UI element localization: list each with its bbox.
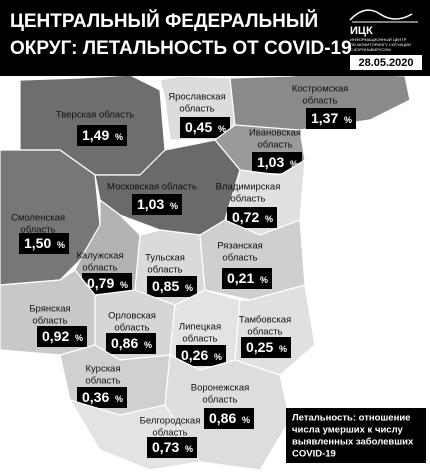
region-unit: %	[185, 444, 193, 454]
region-name: область	[114, 323, 149, 334]
region-name: Липецкая	[179, 322, 221, 333]
region-name: Тульская	[145, 253, 185, 264]
logo: ИЦК	[350, 25, 373, 37]
region-name: область	[85, 376, 120, 387]
note: COVID-19	[292, 449, 336, 460]
region-value: 1,03	[137, 196, 164, 212]
region-name: Белгородская	[140, 416, 201, 427]
title: ЦЕНТРАЛЬНЫЙ ФЕДЕРАЛЬНЫЙ	[10, 10, 318, 32]
region-unit: %	[218, 124, 226, 134]
region-name: Костромская	[292, 84, 349, 95]
region-value: 0,86	[209, 410, 236, 426]
region-name: Рязанская	[217, 241, 263, 252]
region-unit: %	[265, 214, 273, 224]
note: выявленных заболевших	[292, 437, 414, 448]
note: Летальность: отношение	[292, 413, 410, 424]
region-unit: %	[75, 333, 83, 343]
region-name: область	[302, 96, 337, 107]
region-name: Смоленская	[11, 213, 65, 224]
region-value: 0,45	[185, 119, 212, 135]
region-name: область	[147, 265, 182, 276]
note: числа умерших к числу	[292, 425, 403, 436]
value-box	[37, 326, 87, 347]
value-box	[82, 273, 132, 294]
region-name: область	[230, 194, 265, 205]
region-name: область	[20, 225, 55, 236]
region-unit: %	[290, 159, 298, 169]
region-unit: %	[115, 132, 123, 142]
region-unit: %	[214, 352, 222, 362]
value-box	[204, 408, 254, 429]
region-name: область	[82, 263, 117, 274]
region-name: Ярославская	[168, 92, 226, 103]
region-name: Московская область	[107, 182, 197, 193]
region-name: область	[32, 316, 67, 327]
value-box	[222, 268, 272, 289]
logo-icon	[349, 9, 413, 21]
region-value: 0,21	[227, 270, 254, 286]
value-box	[77, 387, 127, 408]
region-name: Воронежская	[191, 383, 250, 394]
region-unit: %	[279, 344, 287, 354]
logo-caption: ПО МОНИТОРИНГУ СИТУАЦИИ	[350, 42, 411, 47]
title: ОКРУГ: ЛЕТАЛЬНОСТЬ ОТ COVID-19	[10, 38, 352, 59]
value-box	[19, 233, 69, 254]
region-unit: %	[115, 394, 123, 404]
date-box	[350, 55, 422, 70]
region-value: 1,03	[257, 154, 284, 170]
region-value: 1,37	[311, 110, 338, 126]
value-box	[180, 117, 230, 138]
region-name: область	[247, 327, 282, 338]
region-name: область	[222, 253, 257, 264]
region-value: 0,85	[152, 278, 179, 294]
region-name: Тверская область	[56, 110, 134, 121]
value-box	[176, 345, 226, 366]
region-unit: %	[185, 283, 193, 293]
region-name: Орловская	[108, 311, 156, 322]
region-value: 0,72	[232, 209, 259, 225]
value-box	[147, 276, 197, 297]
region-name: область	[257, 140, 292, 151]
value-box	[306, 108, 356, 129]
value-box	[252, 152, 302, 173]
region-name: Владимирская	[216, 182, 281, 193]
region-name: Брянская	[29, 304, 70, 315]
region-name: область	[182, 334, 217, 345]
region-unit: %	[144, 340, 152, 350]
region-unit: %	[260, 275, 268, 285]
region-unit: %	[170, 201, 178, 211]
region-value: 0,79	[87, 275, 114, 291]
value-box	[147, 437, 197, 458]
region-name: область	[152, 428, 187, 439]
region-value: 0,25	[246, 339, 273, 355]
value-box	[227, 207, 277, 228]
date: 28.05.2020	[358, 57, 413, 69]
region-value: 0,36	[82, 389, 109, 405]
logo-caption: ИНФОРМАЦИОННЫЙ ЦЕНТР	[350, 37, 407, 42]
region-name: область	[202, 395, 237, 406]
region-unit: %	[344, 115, 352, 125]
region-name: Курская	[85, 364, 120, 375]
region-value: 1,49	[82, 127, 109, 143]
region-name: область	[179, 104, 214, 115]
value-box	[77, 125, 127, 146]
region-unit: %	[242, 415, 250, 425]
region-value: 0,26	[181, 347, 208, 363]
region-name: Тамбовская	[239, 315, 291, 326]
region-unit: %	[120, 280, 128, 290]
region-value: 0,73	[152, 439, 179, 455]
region-unit: %	[57, 240, 65, 250]
value-box	[106, 333, 156, 354]
value-box	[241, 337, 291, 358]
region-name: Ивановская	[249, 128, 301, 139]
value-box	[132, 194, 182, 215]
region-name: Калужская	[76, 251, 123, 262]
logo-caption: С КОРОНАВИРУСОМ	[350, 47, 391, 52]
region-value: 1,50	[24, 235, 51, 251]
region-value: 0,86	[111, 335, 138, 351]
note-box	[286, 408, 426, 463]
region-value: 0,92	[42, 328, 69, 344]
